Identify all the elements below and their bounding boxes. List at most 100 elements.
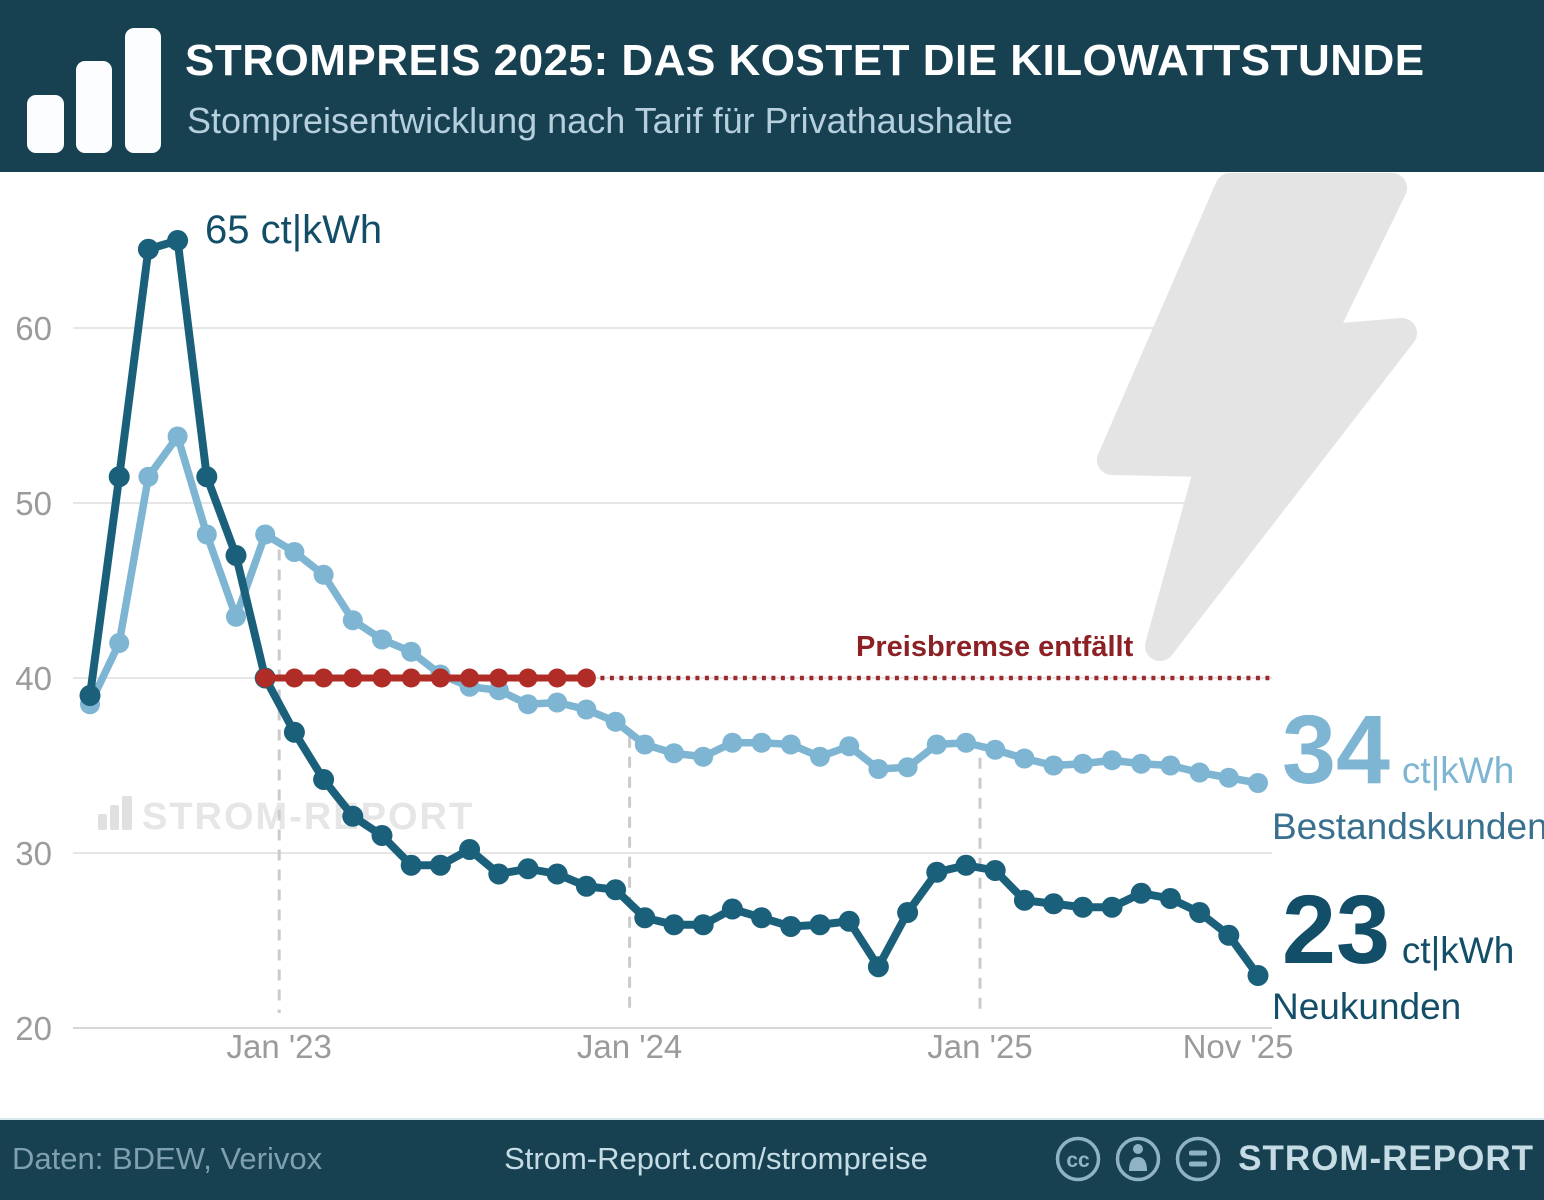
neukunden-value: 23 bbox=[1282, 875, 1390, 984]
data-point bbox=[488, 863, 510, 885]
preisbremse-point bbox=[576, 668, 596, 688]
watermark-text: STROM-REPORT bbox=[142, 796, 474, 838]
data-point bbox=[167, 230, 189, 251]
data-point bbox=[226, 606, 246, 627]
license-icons: cc bbox=[1053, 1134, 1221, 1189]
watermark-bar-icon bbox=[98, 814, 107, 830]
data-point bbox=[372, 629, 392, 650]
bestandskunden-value: 34 bbox=[1282, 695, 1390, 804]
data-point bbox=[1218, 924, 1240, 946]
preisbremse-point bbox=[372, 668, 392, 688]
y-tick-label: 50 bbox=[15, 485, 52, 522]
data-source: Daten: BDEW, Verivox bbox=[12, 1141, 323, 1176]
data-point bbox=[255, 524, 276, 545]
data-point bbox=[693, 746, 714, 767]
y-tick-label: 20 bbox=[15, 1010, 52, 1047]
data-point bbox=[1218, 767, 1239, 788]
data-point bbox=[663, 914, 685, 936]
data-point bbox=[664, 743, 684, 764]
preisbremse-point bbox=[343, 668, 363, 688]
equal-icon bbox=[1175, 1136, 1221, 1182]
preisbremse-point bbox=[489, 668, 509, 688]
data-point bbox=[926, 734, 947, 755]
svg-text:cc: cc bbox=[1066, 1149, 1090, 1172]
data-point bbox=[868, 759, 889, 779]
preisbremse-label: Preisbremse entfällt bbox=[856, 631, 1134, 663]
website-link[interactable]: Strom-Report.com/strompreise bbox=[504, 1141, 928, 1176]
footer: Daten: BDEW, Verivox Strom-Report.com/st… bbox=[0, 1118, 1544, 1200]
x-axis: Jan '23 Jan '24 Jan '25 Nov '25 bbox=[227, 549, 1294, 1065]
data-point bbox=[1159, 888, 1181, 909]
lightning-bolt-watermark bbox=[1097, 173, 1417, 661]
attribution-icon bbox=[1115, 1136, 1161, 1182]
preisbremse-line bbox=[255, 668, 1272, 688]
series-bestandskunden bbox=[80, 426, 1268, 793]
data-point bbox=[137, 238, 159, 260]
y-tick-label: 30 bbox=[15, 835, 52, 872]
data-point bbox=[984, 860, 1006, 881]
data-point bbox=[459, 839, 481, 860]
preisbremse-point bbox=[547, 668, 567, 688]
data-point bbox=[605, 711, 626, 732]
data-point bbox=[109, 633, 130, 653]
header: STROMPREIS 2025: DAS KOSTET DIE KILOWATT… bbox=[0, 0, 1544, 172]
data-point bbox=[576, 699, 597, 720]
data-point bbox=[225, 545, 247, 566]
data-point bbox=[810, 746, 830, 767]
data-point bbox=[313, 769, 335, 790]
preisbremse-point bbox=[460, 668, 480, 688]
data-point bbox=[780, 916, 802, 937]
data-point bbox=[985, 739, 1006, 760]
data-point bbox=[1101, 896, 1123, 918]
data-point bbox=[751, 732, 772, 753]
y-tick-label: 40 bbox=[15, 660, 52, 697]
preisbremse-point bbox=[401, 668, 421, 688]
data-point bbox=[721, 898, 743, 920]
data-point bbox=[401, 641, 422, 662]
bestandskunden-name: Bestandskunden bbox=[1272, 806, 1544, 847]
data-point bbox=[956, 732, 976, 753]
data-point bbox=[1102, 750, 1122, 771]
peak-annotation: 65 ct|kWh bbox=[205, 208, 382, 252]
data-point bbox=[79, 685, 101, 706]
x-tick-label: Jan '25 bbox=[927, 1028, 1032, 1065]
data-point bbox=[926, 861, 948, 883]
data-point bbox=[1043, 755, 1064, 776]
neukunden-name: Neukunden bbox=[1272, 986, 1462, 1027]
watermark-bar-icon bbox=[122, 796, 132, 830]
data-point bbox=[897, 757, 918, 778]
data-point bbox=[196, 524, 217, 545]
data-point bbox=[1072, 896, 1094, 918]
x-tick-label: Jan '24 bbox=[577, 1028, 682, 1065]
data-point bbox=[342, 805, 364, 827]
gridlines: 20 30 40 50 60 bbox=[15, 310, 1272, 1047]
x-tick-label: Nov '25 bbox=[1183, 1028, 1294, 1065]
data-point bbox=[1160, 755, 1181, 776]
data-point bbox=[342, 610, 363, 631]
brand-name: STROM-REPORT bbox=[1238, 1139, 1534, 1178]
preisbremse-point bbox=[518, 668, 538, 688]
data-point bbox=[371, 825, 393, 846]
data-point bbox=[1043, 893, 1065, 915]
cc-icon: cc bbox=[1055, 1136, 1101, 1182]
preisbremse-point bbox=[255, 668, 275, 688]
bestandskunden-end-label: 34 ct|kWh Bestandskunden bbox=[1268, 695, 1544, 848]
data-point bbox=[518, 694, 538, 715]
data-point bbox=[313, 564, 334, 585]
data-point bbox=[634, 734, 655, 755]
data-point bbox=[751, 907, 773, 929]
series-neukunden bbox=[79, 230, 1269, 986]
watermark: STROM-REPORT bbox=[98, 796, 474, 838]
bestandskunden-unit: ct|kWh bbox=[1401, 750, 1515, 791]
data-point bbox=[546, 863, 568, 885]
data-point bbox=[692, 914, 714, 936]
data-point bbox=[1247, 965, 1269, 986]
preisbremse-point bbox=[430, 668, 450, 688]
data-point bbox=[429, 854, 451, 876]
data-point bbox=[839, 736, 860, 757]
data-point bbox=[1072, 753, 1093, 774]
data-point bbox=[1189, 902, 1211, 923]
data-point bbox=[867, 956, 889, 978]
